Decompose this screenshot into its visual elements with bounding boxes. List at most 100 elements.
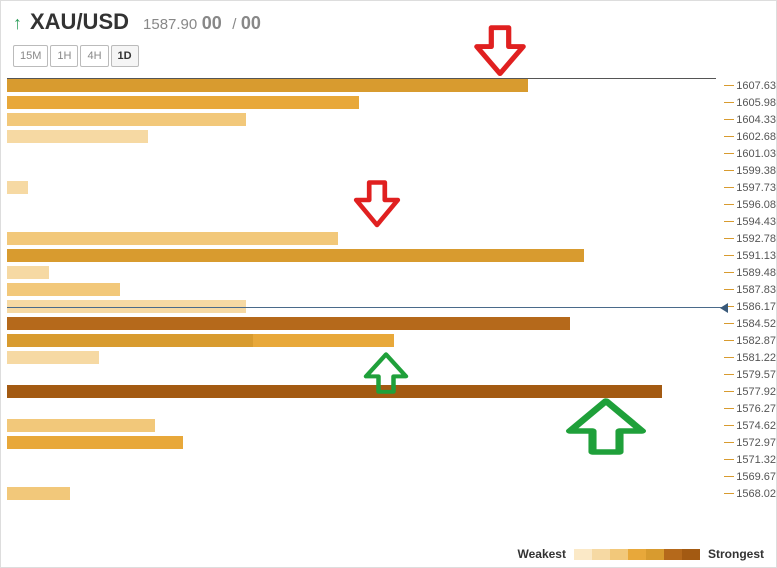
y-tick: 1591.13 [724, 247, 776, 264]
y-tick: 1569.67 [724, 468, 776, 485]
arrow-down-icon [471, 25, 529, 79]
confluence-bar [7, 334, 253, 347]
y-tick-label: 1602.68 [736, 131, 776, 143]
y-tick: 1597.73 [724, 179, 776, 196]
y-tick: 1594.43 [724, 213, 776, 230]
y-tick-mark [724, 425, 734, 426]
y-tick-mark [724, 272, 734, 273]
y-tick-label: 1592.78 [736, 233, 776, 245]
legend-swatch [646, 549, 664, 560]
y-tick-mark [724, 476, 734, 477]
tab-4h[interactable]: 4H [80, 45, 108, 67]
legend-swatches [574, 549, 700, 560]
confluence-bar [7, 436, 183, 449]
tab-1h[interactable]: 1H [50, 45, 78, 67]
arrow-up-icon [361, 350, 411, 394]
y-tick-label: 1604.33 [736, 114, 776, 126]
direction-up-icon: ↑ [13, 13, 22, 34]
y-tick: 1596.08 [724, 196, 776, 213]
y-tick-mark [724, 323, 734, 324]
y-tick-label: 1581.22 [736, 352, 776, 364]
chart-panel: ↑ XAU/USD 1587.90 00 / 00 15M1H4H1D 1607… [0, 0, 777, 568]
price-big-2: 00 [241, 13, 261, 33]
y-tick: 1576.27 [724, 400, 776, 417]
legend-swatch [574, 549, 592, 560]
y-tick-mark [724, 289, 734, 290]
y-tick: 1568.02 [724, 485, 776, 502]
legend-swatch [610, 549, 628, 560]
y-tick-mark [724, 221, 734, 222]
price-small: 1587.90 [143, 16, 197, 33]
current-price-marker-icon [720, 303, 728, 313]
y-tick-mark [724, 238, 734, 239]
y-tick-label: 1584.52 [736, 318, 776, 330]
confluence-bar [7, 317, 570, 330]
y-tick-mark [724, 153, 734, 154]
y-tick-label: 1591.13 [736, 250, 776, 262]
y-tick-mark [724, 459, 734, 460]
tab-1d[interactable]: 1D [111, 45, 139, 67]
y-tick-label: 1579.57 [736, 369, 776, 381]
y-tick: 1571.32 [724, 451, 776, 468]
y-tick-mark [724, 391, 734, 392]
y-tick-mark [724, 204, 734, 205]
chart-area: 1607.63 1605.98 1604.33 1602.68 1601.03 1599.… [1, 75, 776, 505]
y-tick-mark [724, 170, 734, 171]
y-tick-mark [724, 85, 734, 86]
y-tick: 1604.33 [724, 111, 776, 128]
y-tick: 1601.03 [724, 145, 776, 162]
confluence-bar [7, 96, 359, 109]
y-tick-label: 1607.63 [736, 80, 776, 92]
y-tick: 1582.87 [724, 332, 776, 349]
y-tick: 1577.92 [724, 383, 776, 400]
confluence-bar [7, 266, 49, 279]
header: ↑ XAU/USD 1587.90 00 / 00 [1, 1, 776, 39]
confluence-bar [7, 113, 246, 126]
confluence-bar [7, 130, 148, 143]
confluence-bar [7, 181, 28, 194]
y-tick-label: 1572.97 [736, 437, 776, 449]
y-tick: 1602.68 [724, 128, 776, 145]
y-tick: 1581.22 [724, 349, 776, 366]
confluence-bar [7, 419, 155, 432]
confluence-bar [7, 351, 99, 364]
y-tick-mark [724, 357, 734, 358]
y-tick-label: 1596.08 [736, 199, 776, 211]
y-tick-mark [724, 255, 734, 256]
y-tick-label: 1599.38 [736, 165, 776, 177]
y-tick: 1605.98 [724, 94, 776, 111]
y-tick: 1592.78 [724, 230, 776, 247]
y-tick-label: 1605.98 [736, 97, 776, 109]
legend-swatch [664, 549, 682, 560]
y-tick-mark [724, 408, 734, 409]
y-tick: 1586.17 [724, 298, 776, 315]
y-tick-label: 1586.17 [736, 301, 776, 313]
symbol-label: XAU/USD [30, 9, 129, 35]
y-tick-label: 1577.92 [736, 386, 776, 398]
y-tick-label: 1576.27 [736, 403, 776, 415]
y-tick-mark [724, 442, 734, 443]
price-big-1: 00 [202, 13, 222, 33]
legend-swatch [628, 549, 646, 560]
y-tick-label: 1569.67 [736, 471, 776, 483]
confluence-bar [7, 232, 338, 245]
y-tick-label: 1582.87 [736, 335, 776, 347]
legend-swatch [682, 549, 700, 560]
y-tick: 1574.62 [724, 417, 776, 434]
y-tick-mark [724, 102, 734, 103]
legend-strongest-label: Strongest [708, 547, 764, 561]
y-tick-label: 1574.62 [736, 420, 776, 432]
y-tick: 1599.38 [724, 162, 776, 179]
strength-legend: Weakest Strongest [518, 547, 765, 561]
y-tick-mark [724, 187, 734, 188]
y-tick: 1589.48 [724, 264, 776, 281]
y-tick-label: 1568.02 [736, 488, 776, 500]
y-tick-mark [724, 374, 734, 375]
confluence-bar [7, 283, 120, 296]
y-tick-label: 1587.83 [736, 284, 776, 296]
y-tick-mark [724, 493, 734, 494]
timeframe-tabs: 15M1H4H1D [1, 39, 776, 75]
confluence-bar [7, 487, 70, 500]
tab-15m[interactable]: 15M [13, 45, 48, 67]
arrow-down-icon [351, 180, 403, 230]
